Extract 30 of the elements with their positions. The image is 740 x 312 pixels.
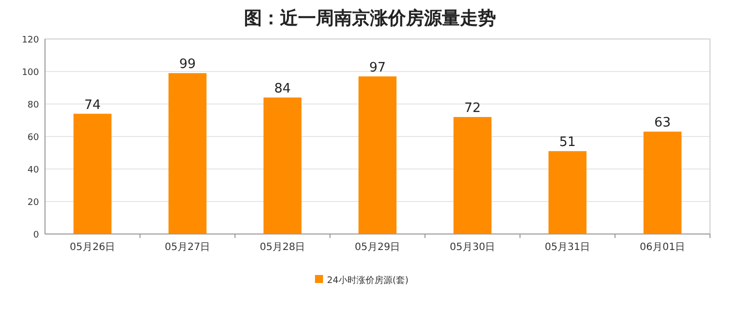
bar — [168, 73, 206, 234]
data-label: 84 — [274, 82, 291, 96]
bar — [644, 132, 682, 234]
x-tick-label: 05月27日 — [164, 242, 210, 253]
chart-title: 图：近一周南京涨价房源量走势 — [244, 8, 496, 29]
x-tick-label: 05月28日 — [260, 242, 306, 253]
y-tick-label: 20 — [28, 198, 40, 208]
data-label: 99 — [179, 57, 196, 72]
bar — [548, 151, 586, 234]
bar — [264, 98, 302, 234]
bar — [74, 114, 112, 234]
y-tick-label: 120 — [22, 36, 40, 46]
y-tick-label: 40 — [28, 166, 40, 176]
y-tick-label: 0 — [33, 230, 40, 240]
data-label: 97 — [369, 60, 386, 76]
y-tick-label: 60 — [28, 133, 40, 143]
data-label: 51 — [559, 135, 576, 150]
x-tick-label: 05月30日 — [450, 242, 496, 253]
legend-label: 24小时涨价房源(套) — [327, 275, 408, 286]
y-tick-label: 80 — [28, 100, 40, 110]
y-tick-label: 100 — [22, 68, 40, 78]
x-tick-label: 06月01日 — [640, 242, 686, 253]
data-label: 72 — [464, 101, 481, 116]
data-label: 74 — [84, 98, 101, 113]
data-label: 63 — [654, 116, 671, 131]
x-tick-label: 05月26日 — [70, 242, 116, 253]
x-tick-label: 05月29日 — [354, 242, 400, 253]
bar — [358, 76, 396, 234]
bar — [454, 117, 492, 234]
x-tick-label: 05月31日 — [544, 242, 590, 253]
